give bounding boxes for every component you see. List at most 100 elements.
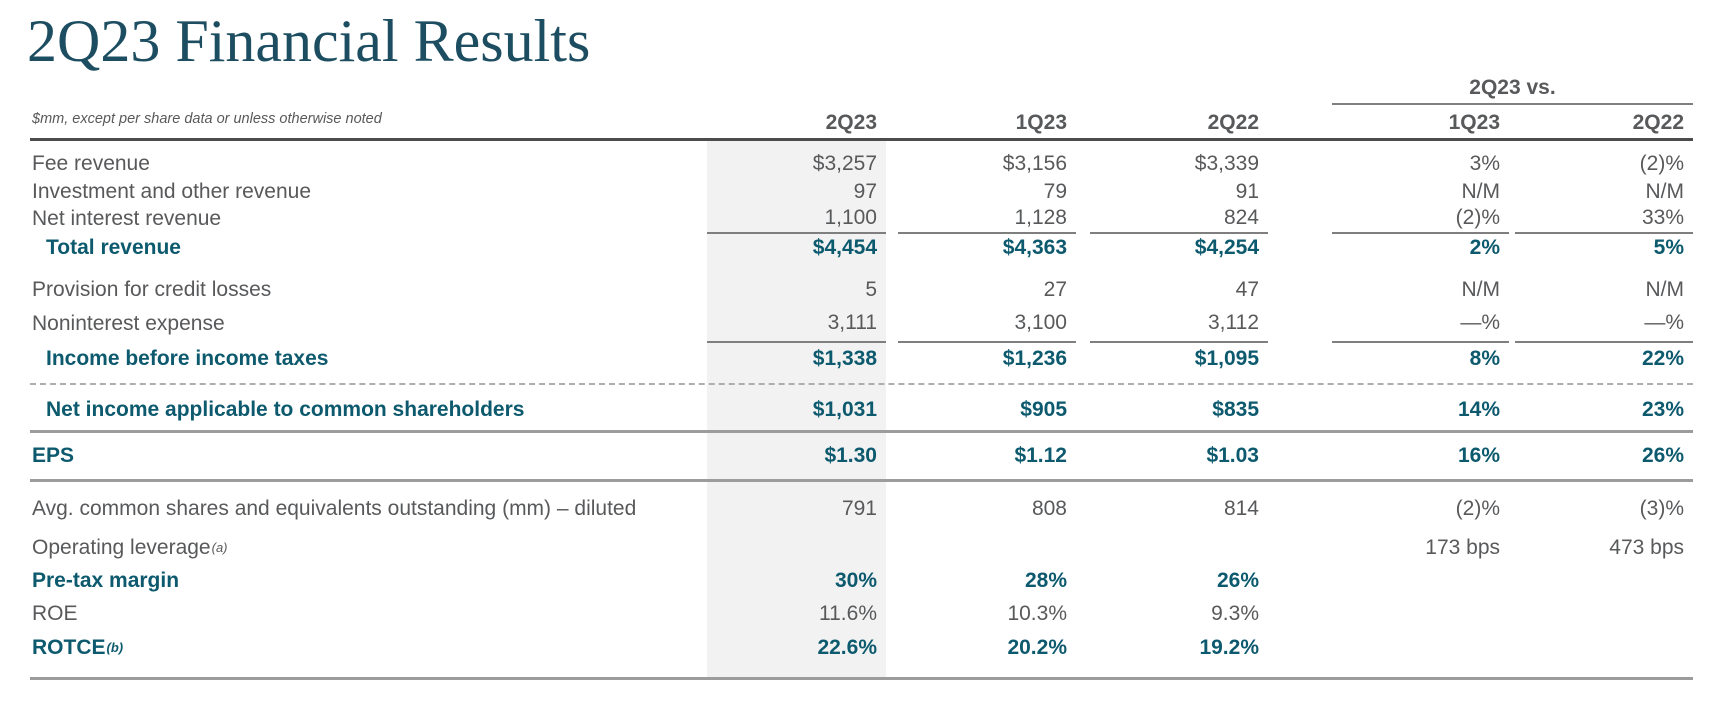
table-row: Income before income taxes $1,338 $1,236 $1… [30,342,1693,375]
cell-2q23: 5 [865,278,877,301]
row-label: Operating leverage (a) [32,536,228,559]
column-gap [1268,393,1332,427]
row-label-text: ROTCE [32,636,106,659]
cell-vs-1q23 [1332,597,1509,631]
cell-vs-1q23: (2)% [1332,204,1509,234]
column-gap [1268,436,1332,476]
column-gap [1268,342,1332,375]
cell-vs-1q23: 16% [1457,444,1500,467]
cell-2q22: 824 [1090,204,1268,234]
row-label-text: Fee revenue [32,152,150,175]
table-note-cell: $mm, except per share data or unless oth… [30,104,707,138]
cell-1q23: $1,236 [1002,346,1067,370]
cell-1q23: 28% [1024,569,1067,592]
column-gap [1268,565,1332,597]
cell-2q22: $3,339 [1194,152,1259,175]
cell-1q23: 20.2% [1007,636,1067,659]
column-gap [1268,274,1332,306]
column-gap [886,274,898,306]
column-gap [1076,631,1090,665]
cell-2q23: $4,454 [812,235,877,259]
column-gap [1268,205,1332,233]
column-gap [1076,492,1090,526]
row-label: ROTCE (b) [32,636,124,659]
cell-vs-1q23: 8% [1469,346,1500,370]
column-gap [1268,104,1332,138]
table-row: ROE 11.6% 10.3% 9.3% [30,597,1693,631]
cell-vs-1q23: N/M [1461,278,1501,301]
column-gap [886,150,898,178]
cell-vs-2q22 [1515,565,1693,597]
row-label: Net interest revenue [30,205,707,233]
row-label: Pre-tax margin [30,565,707,597]
column-gap [886,342,898,375]
row-label: Income before income taxes [30,342,707,375]
row-label-text: Avg. common shares and equivalents outst… [32,497,637,520]
cell-1q23: 79 [1043,179,1067,203]
cell-2q23: 791 [841,497,877,520]
column-gap [886,205,898,233]
cell-1q23: $905 [1020,398,1067,421]
row-label-text: Income before income taxes [46,346,329,370]
column-gap [886,233,898,262]
cell-1q23: $1.12 [1014,444,1067,467]
column-gap [1076,531,1090,565]
column-gap [1268,306,1332,342]
table-row: Pre-tax margin 30% 28% 26% [30,565,1693,597]
table-row: Noninterest expense 3,111 3,100 3,112 —% —% [30,305,1693,343]
column-header-row: $mm, except per share data or unless oth… [30,104,1693,138]
col-header-2q23: 2Q23 [825,111,877,134]
column-gap [886,436,898,476]
cell-1q23: $3,156 [1002,152,1067,175]
cell-vs-2q22: 23% [1641,398,1684,421]
cell-2q23: $1,338 [812,346,877,370]
solid-divider [30,479,1693,482]
column-gap [886,492,898,526]
column-gap [1268,150,1332,178]
row-label-text: Operating leverage [32,536,211,559]
row-label: Provision for credit losses [30,274,707,306]
cell-1q23 [898,531,1076,565]
cell-1q23: 10.3% [1007,602,1067,625]
cell-vs-2q22: N/M [1645,278,1685,301]
cell-vs-1q23: 3% [1469,152,1500,175]
row-label-text: Pre-tax margin [32,569,180,592]
row-label-text: Provision for credit losses [32,278,272,301]
cell-vs-2q22: 33% [1515,204,1693,234]
column-gap [1268,631,1332,665]
column-gap [886,104,898,138]
row-label-text: Noninterest expense [32,312,225,335]
cell-2q22: $4,254 [1194,235,1259,259]
column-gap [886,631,898,665]
row-label-text: Total revenue [46,235,181,259]
solid-divider [30,430,1693,433]
table-body: Fee revenue $3,257 $3,156 $3,339 3% (2)% Inves… [30,141,1693,680]
cell-2q23: 22.6% [817,636,877,659]
column-gap [1076,393,1090,427]
cell-vs-1q23: 14% [1457,398,1500,421]
column-gap [1076,150,1090,178]
cell-1q23: $4,363 [1002,235,1067,259]
cell-2q22: $1,095 [1194,346,1259,370]
table-row: Net interest revenue 1,100 1,128 824 (2)% 33% [30,204,1693,234]
column-gap [886,531,898,565]
table-row: Total revenue $4,454 $4,363 $4,254 2% 5% [30,233,1693,262]
cell-vs-2q22: 22% [1641,346,1684,370]
cell-vs-2q22: 26% [1641,444,1684,467]
col-header-2q22: 2Q22 [1207,111,1259,134]
cell-vs-1q23: 2% [1469,235,1500,259]
row-label: Avg. common shares and equivalents outst… [30,492,707,526]
cell-2q23: $1,031 [812,398,877,421]
cell-2q23: 3,111 [707,305,886,343]
cell-2q23 [707,531,886,565]
dashed-divider [30,383,1693,385]
column-gap [1076,306,1090,342]
col-header-vs-2q22: 2Q22 [1632,111,1684,134]
table-row: ROTCE (b) 22.6% 20.2% 19.2% [30,631,1693,665]
cell-vs-2q22 [1515,597,1693,631]
table-row: Provision for credit losses 5 27 47 N/M N/M [30,274,1693,306]
column-gap [886,306,898,342]
cell-vs-2q22: (3)% [1639,497,1684,520]
column-gap [1268,531,1332,565]
